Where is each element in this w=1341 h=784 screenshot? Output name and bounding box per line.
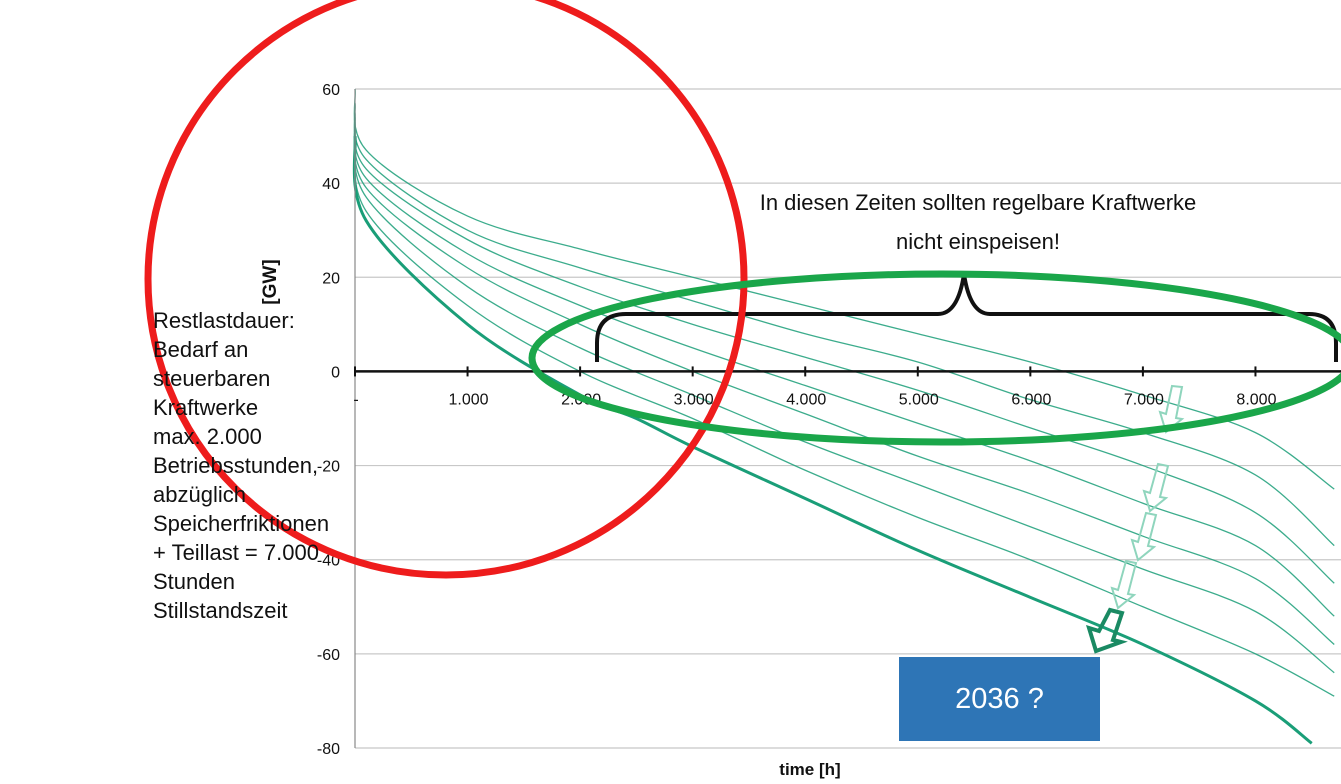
y-tick-label: -80 <box>317 741 340 758</box>
arrow-shift-2 <box>1142 462 1170 513</box>
x-tick-label: 4.000 <box>786 391 826 408</box>
arrow-shift-5 <box>1086 607 1128 654</box>
x-tick-label: 6.000 <box>1011 391 1051 408</box>
x-tick-label: 8.000 <box>1236 391 1276 408</box>
y-tick-label: -20 <box>317 459 340 476</box>
side-note-line: Speicherfriktionen <box>153 511 330 536</box>
x-tick-label: 7.000 <box>1124 391 1164 408</box>
red-circle-highlight <box>144 0 748 579</box>
y-tick-label: 0 <box>331 364 340 381</box>
side-note-line: Stunden <box>153 569 235 594</box>
side-note-line: Stillstandszeit <box>153 598 288 623</box>
y-tick-label: 60 <box>322 82 340 99</box>
side-note-line: Restlastdauer: <box>153 308 295 333</box>
series-line <box>352 135 1313 745</box>
series-line <box>353 126 1335 674</box>
side-note-line: max. 2.000 <box>153 424 262 449</box>
shift-arrows <box>1086 384 1185 654</box>
x-axis-label: time [h] <box>779 760 840 779</box>
y-axis-label: [GW] <box>260 259 281 304</box>
axes <box>354 89 1341 748</box>
x-tick-label: 3.000 <box>674 391 714 408</box>
brace-text-line-2: nicht einspeisen! <box>896 229 1060 254</box>
year-badge: 2036 ? <box>899 657 1100 741</box>
y-tick-label: 40 <box>322 176 340 193</box>
arrow-shift-4 <box>1110 559 1138 610</box>
y-tick-label: -60 <box>317 647 340 664</box>
green-ellipse-highlight <box>528 270 1341 446</box>
side-note-line: Betriebsstunden, <box>153 453 319 478</box>
series-lines <box>352 88 1335 745</box>
grid-lines <box>355 88 1341 749</box>
x-tick-labels: -1.000 2.000 3.000 4.000 5.000 6.000 7.000 8.00… <box>353 391 1276 408</box>
side-note-line: Bedarf an <box>153 337 249 362</box>
side-note-line: abzüglich <box>153 482 246 507</box>
series-line <box>353 102 1335 547</box>
x-tick-label: 5.000 <box>899 391 939 408</box>
y-tick-label: 20 <box>322 270 340 287</box>
side-note-line: Kraftwerke <box>153 395 259 420</box>
side-note: Restlastdauer: Bedarf an steuerbaren Kra… <box>153 306 330 625</box>
x-tick-label: - <box>353 391 358 408</box>
series-line <box>353 88 1335 490</box>
brace-text-line-1: In diesen Zeiten sollten regelbare Kraft… <box>760 190 1197 215</box>
series-line <box>353 117 1335 617</box>
series-line <box>353 131 1335 697</box>
arrow-shift-3 <box>1130 511 1158 562</box>
series-line <box>353 121 1335 645</box>
side-note-line: steuerbaren <box>153 366 271 391</box>
x-tick-label: 1.000 <box>449 391 489 408</box>
side-note-line: + Teillast = 7.000 <box>153 540 319 565</box>
series-line <box>353 112 1335 584</box>
